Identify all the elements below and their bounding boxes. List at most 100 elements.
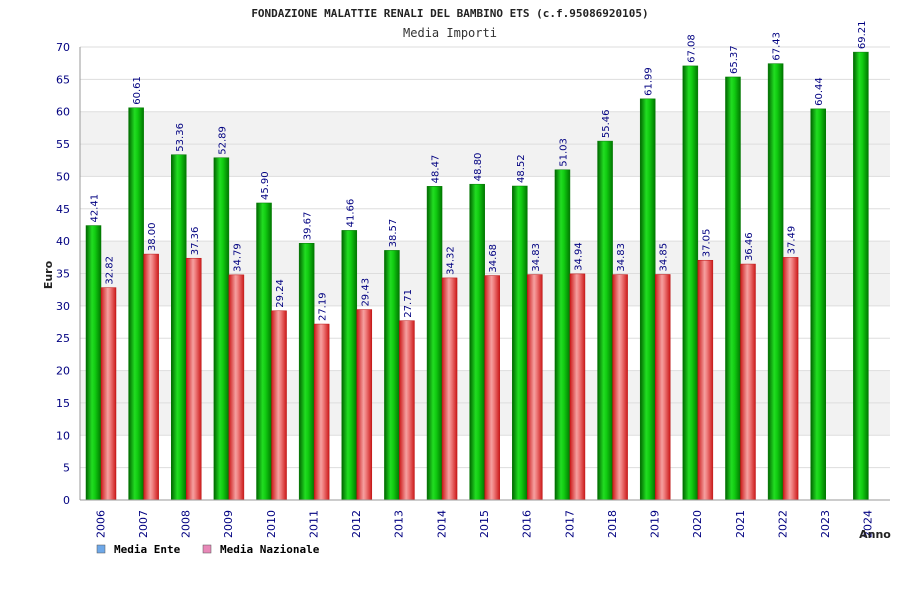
legend-label: Media Ente	[114, 543, 181, 556]
bar-media-ente	[384, 250, 400, 501]
x-tick-label: 2016	[521, 510, 534, 538]
y-tick-label: 70	[56, 41, 70, 54]
bar-media-ente	[767, 63, 784, 501]
data-label: 34.83	[616, 243, 627, 272]
y-tick-label: 5	[63, 462, 70, 475]
x-tick-label: 2022	[776, 510, 789, 538]
bar-media-ente	[554, 169, 571, 501]
y-tick-label: 20	[56, 365, 70, 378]
y-tick-label: 30	[56, 300, 70, 313]
x-tick-label: 2006	[94, 510, 107, 538]
legend-swatch	[96, 544, 106, 554]
bar-media-nazionale	[441, 277, 458, 501]
plot-band	[80, 79, 890, 112]
legend: Media Ente Media Nazionale	[96, 543, 320, 556]
data-label: 27.19	[318, 292, 329, 321]
x-tick-label: 2010	[265, 510, 278, 538]
data-label: 34.94	[573, 242, 584, 271]
bar-media-nazionale	[569, 273, 586, 501]
bar-media-ente	[298, 243, 315, 501]
data-label: 37.49	[787, 226, 798, 255]
bar-media-ente	[256, 202, 272, 501]
x-axis-ticks: 2006 2007 2008 2009 2010 2011 2012 2013 2014 2015…	[94, 510, 874, 538]
bar-media-nazionale	[186, 257, 202, 501]
y-tick-label: 25	[56, 332, 70, 345]
bar-media-nazionale	[697, 259, 714, 501]
data-label: 45.90	[260, 171, 271, 200]
x-tick-label: 2012	[350, 510, 363, 538]
data-label: 48.80	[473, 153, 484, 182]
x-tick-label: 2019	[649, 510, 662, 538]
bar-media-nazionale	[399, 320, 415, 501]
chart-subtitle: Media Importi	[403, 26, 497, 40]
bar-media-nazionale	[100, 287, 117, 501]
x-tick-label: 2024	[862, 510, 875, 538]
data-label: 60.44	[814, 77, 825, 106]
y-axis-ticks: 0 5 10 15 20 25 30 35 40 45 50 55 60 65 70	[56, 41, 70, 507]
bar-media-nazionale	[356, 309, 373, 501]
bar-media-ente	[128, 107, 144, 501]
x-tick-label: 2015	[478, 510, 491, 538]
legend-label: Media Nazionale	[220, 543, 320, 556]
x-tick-label: 2018	[606, 510, 619, 538]
x-tick-label: 2021	[734, 510, 747, 538]
data-label: 48.52	[516, 154, 527, 183]
data-label: 51.03	[558, 138, 569, 167]
data-label: 34.79	[232, 243, 243, 272]
data-label: 34.83	[531, 243, 542, 272]
data-label: 53.36	[175, 123, 186, 152]
bar-media-nazionale	[484, 275, 500, 501]
x-axis-label: Anno	[859, 528, 891, 541]
data-label: 34.32	[446, 246, 457, 275]
bar-media-ente	[597, 140, 613, 501]
bar-media-nazionale	[271, 310, 287, 501]
data-label: 39.67	[303, 212, 314, 241]
x-tick-label: 2011	[307, 510, 320, 538]
y-tick-label: 50	[56, 170, 70, 183]
x-tick-label: 2020	[691, 510, 704, 538]
x-tick-label: 2008	[180, 510, 193, 538]
data-label: 29.43	[360, 278, 371, 307]
plot-band	[80, 47, 890, 80]
data-label: 52.89	[217, 126, 228, 155]
legend-swatch	[202, 544, 212, 554]
bar-media-ente	[213, 157, 230, 501]
bar-media-nazionale	[143, 253, 159, 501]
y-tick-label: 65	[56, 73, 70, 86]
bar-media-ente	[682, 65, 699, 501]
bar-media-ente	[639, 98, 656, 501]
bar-media-ente	[853, 51, 869, 501]
data-label: 65.37	[729, 45, 740, 74]
data-label: 69.21	[857, 20, 868, 49]
data-label: 29.24	[275, 279, 286, 308]
y-tick-label: 60	[56, 106, 70, 119]
bar-media-ente	[469, 183, 485, 501]
data-label: 27.71	[403, 289, 414, 318]
x-tick-label: 2007	[137, 510, 150, 538]
x-tick-label: 2014	[435, 510, 448, 538]
y-axis-label: Euro	[42, 260, 55, 289]
data-label: 37.36	[190, 227, 201, 256]
data-label: 38.57	[388, 219, 399, 248]
y-tick-label: 45	[56, 203, 70, 216]
data-labels: 42.41 32.82 60.61 38.00 53.36 37.36 52.89 34.79…	[90, 20, 868, 321]
data-label: 67.43	[772, 32, 783, 61]
x-tick-label: 2023	[819, 510, 832, 538]
chart-title: FONDAZIONE MALATTIE RENALI DEL BAMBINO E…	[251, 7, 648, 20]
bar-media-nazionale	[313, 323, 330, 501]
plot-band	[80, 111, 890, 145]
bar-media-nazionale	[612, 274, 628, 501]
bar-media-ente	[85, 225, 102, 501]
y-tick-label: 0	[63, 494, 70, 507]
bar-media-ente	[171, 154, 187, 501]
bar-media-ente	[341, 230, 358, 501]
x-tick-label: 2017	[563, 510, 576, 538]
data-label: 37.05	[701, 229, 712, 258]
data-label: 38.00	[147, 222, 158, 251]
bar-media-ente	[426, 186, 443, 501]
y-tick-label: 40	[56, 235, 70, 248]
data-label: 61.99	[644, 67, 655, 96]
bar-media-nazionale	[228, 274, 245, 501]
data-label: 34.68	[488, 244, 499, 273]
